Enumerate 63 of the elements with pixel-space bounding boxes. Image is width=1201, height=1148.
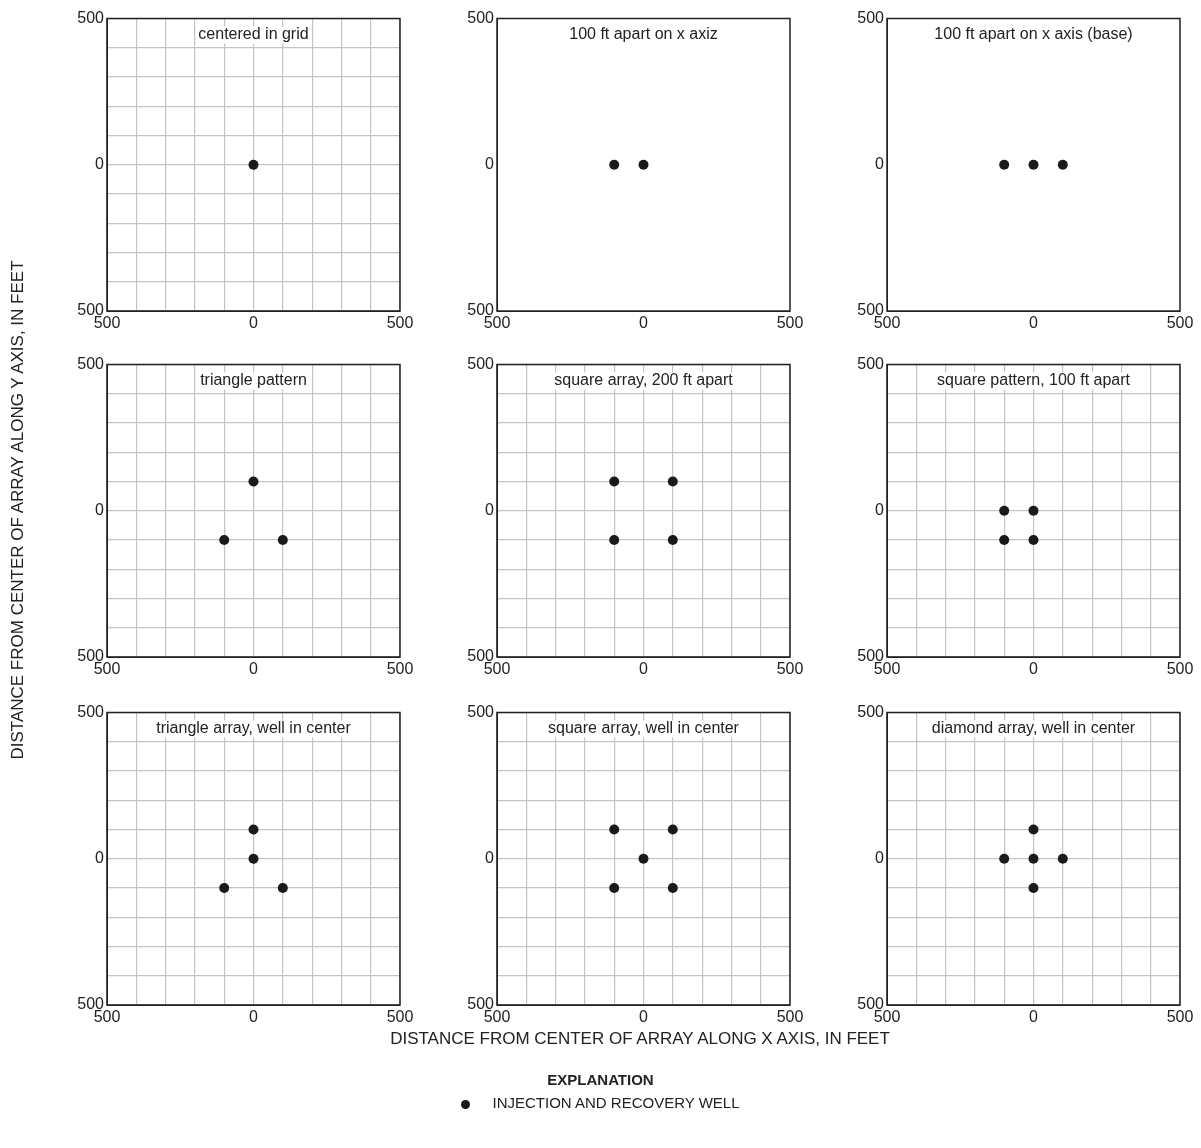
x-tick-label: 0 (249, 1008, 259, 1026)
x-tick-label: 500 (386, 1008, 414, 1026)
y-tick-label: 0 (875, 155, 885, 173)
x-tick-label: 0 (1029, 660, 1039, 678)
point (609, 883, 620, 894)
chart-title: square array, well in center (548, 719, 740, 737)
y-tick-label: 0 (875, 849, 885, 867)
x-tick-label: 0 (639, 314, 649, 332)
chart-title: triangle array, well in center (156, 719, 352, 737)
y-tick-label: 0 (875, 501, 885, 519)
point (999, 853, 1010, 864)
point (1057, 853, 1068, 864)
chart-title: triangle pattern (200, 371, 307, 389)
legend-label: INJECTION AND RECOVERY WELL (492, 1094, 740, 1111)
x-tick-label: 500 (386, 314, 414, 332)
y-tick-label: 500 (467, 9, 495, 27)
x-tick-label: 500 (776, 314, 804, 332)
y-tick-label: 500 (857, 355, 885, 373)
point (609, 824, 620, 835)
point (638, 853, 649, 864)
y-tick-label: 500 (467, 355, 495, 373)
y-tick-label: 0 (485, 849, 495, 867)
y-tick-label: 0 (485, 155, 495, 173)
chart-title: 100 ft apart on x axiz (569, 25, 718, 43)
chart-title: centered in grid (198, 25, 309, 43)
point (1028, 883, 1039, 894)
y-tick-label: 0 (95, 155, 105, 173)
y-tick-label: 0 (95, 501, 105, 519)
x-tick-label: 0 (1029, 1008, 1039, 1026)
chart-title: square pattern, 100 ft apart (936, 371, 1131, 389)
point (248, 853, 259, 864)
x-tick-label: 0 (249, 314, 259, 332)
x-tick-label: 500 (1166, 1008, 1194, 1026)
x-tick-label: 0 (249, 660, 259, 678)
y-tick-label: 0 (95, 849, 105, 867)
y-tick-label: 500 (77, 703, 105, 721)
x-tick-label: 500 (776, 660, 804, 678)
x-tick-label: 0 (639, 660, 649, 678)
y-tick-label: 500 (467, 703, 495, 721)
point (219, 883, 230, 894)
chart-title: square array, 200 ft apart (554, 371, 734, 389)
point (248, 824, 259, 835)
y-tick-label: 500 (77, 355, 105, 373)
point (667, 824, 678, 835)
y-tick-label: 500 (857, 703, 885, 721)
point (667, 883, 678, 894)
y-tick-label: 500 (857, 9, 885, 27)
x-tick-label: 0 (1029, 314, 1039, 332)
x-tick-label: 0 (639, 1008, 649, 1026)
x-tick-label: 500 (776, 1008, 804, 1026)
y-tick-label: 0 (485, 501, 495, 519)
x-tick-label: 500 (1166, 660, 1194, 678)
chart-title: diamond array, well in center (931, 719, 1136, 737)
point (277, 883, 288, 894)
y-axis-title: DISTANCE FROM CENTER OF ARRAY ALONG Y AXIS, IN FEET (8, 260, 28, 760)
y-tick-label: 500 (77, 9, 105, 27)
x-axis-title: DISTANCE FROM CENTER OF ARRAY ALONG X AXIS, IN FEET (390, 1029, 890, 1049)
x-tick-label: 500 (386, 660, 414, 678)
point (1028, 824, 1039, 835)
legend-title: EXPLANATION (546, 1071, 655, 1088)
x-tick-label: 500 (1166, 314, 1194, 332)
point (1028, 853, 1039, 864)
chart-title: 100 ft apart on x axis (base) (934, 25, 1133, 43)
